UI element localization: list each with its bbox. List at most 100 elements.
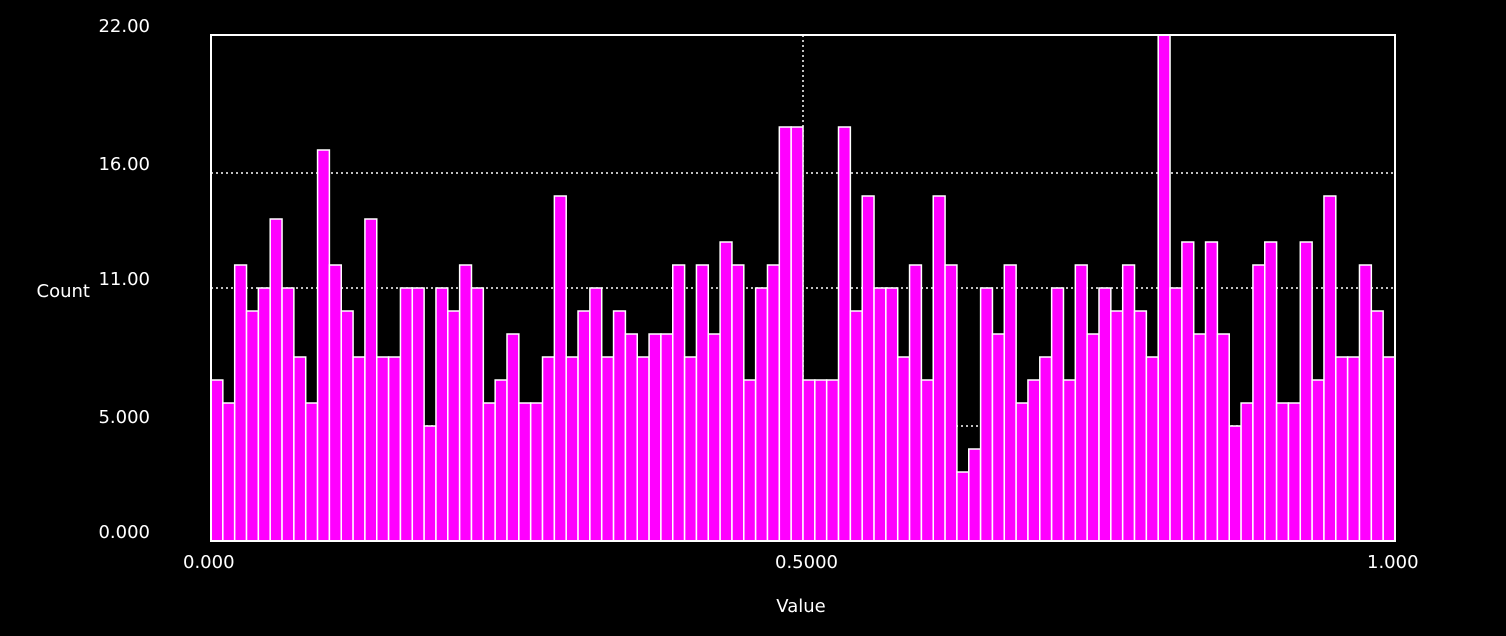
histogram-bar bbox=[447, 310, 461, 542]
histogram-bar bbox=[956, 471, 970, 542]
histogram-bar bbox=[1121, 264, 1136, 542]
histogram-bar bbox=[1145, 356, 1159, 542]
histogram-bar bbox=[257, 287, 271, 542]
histogram-bar bbox=[1275, 402, 1290, 542]
histogram-bar bbox=[553, 195, 567, 542]
histogram-bar bbox=[932, 195, 946, 542]
histogram-bar bbox=[896, 356, 911, 542]
y-tick-label: 5.000 bbox=[98, 407, 150, 428]
histogram-bar bbox=[435, 287, 449, 542]
histogram-bar bbox=[1027, 379, 1041, 542]
histogram-bar bbox=[885, 287, 899, 542]
histogram-bar bbox=[1335, 356, 1349, 542]
histogram-bar bbox=[1050, 287, 1065, 542]
histogram-bar bbox=[1252, 264, 1266, 542]
histogram-bar bbox=[754, 287, 769, 542]
x-tick-label: 0.000 bbox=[183, 552, 235, 573]
histogram-bar bbox=[660, 333, 674, 542]
histogram-bar bbox=[1216, 333, 1230, 542]
histogram-bar bbox=[1204, 241, 1219, 542]
histogram-bar bbox=[458, 264, 473, 542]
histogram-bar bbox=[731, 264, 745, 542]
histogram-bar bbox=[849, 310, 863, 542]
histogram-bar bbox=[1240, 402, 1254, 542]
histogram-bar bbox=[707, 333, 721, 542]
histogram-bar bbox=[920, 379, 934, 542]
y-tick-label: 0.000 bbox=[98, 522, 150, 543]
histogram-bar bbox=[1192, 333, 1207, 542]
histogram-bar bbox=[1346, 356, 1361, 542]
histogram-bar bbox=[210, 379, 224, 542]
histogram-bar bbox=[1133, 310, 1148, 542]
histogram-bar bbox=[944, 264, 958, 542]
histogram-bar bbox=[1098, 287, 1112, 542]
histogram-bar bbox=[589, 287, 603, 542]
histogram-bar bbox=[482, 402, 496, 542]
y-tick-label: 16.00 bbox=[98, 154, 150, 175]
plot-frame bbox=[210, 34, 1396, 542]
histogram-bar bbox=[802, 379, 816, 542]
histogram-bar bbox=[1003, 264, 1017, 542]
histogram-bar bbox=[1287, 402, 1302, 542]
histogram-bar bbox=[695, 264, 710, 542]
histogram-bar bbox=[743, 379, 757, 542]
histogram-bar bbox=[1181, 241, 1195, 542]
y-axis-label: Count bbox=[37, 281, 90, 302]
histogram-bar bbox=[577, 310, 591, 542]
histogram-bar bbox=[1311, 379, 1325, 542]
histogram-bar bbox=[766, 264, 781, 542]
histogram-bar bbox=[1039, 356, 1053, 542]
histogram-bar bbox=[1228, 425, 1242, 542]
histogram-bar bbox=[506, 333, 520, 542]
histogram-bar bbox=[612, 310, 627, 542]
histogram-bar bbox=[1358, 264, 1373, 542]
histogram-bar bbox=[399, 287, 414, 542]
histogram-bar bbox=[1157, 34, 1171, 542]
histogram-bar bbox=[328, 264, 342, 542]
histogram-bar bbox=[494, 379, 508, 542]
histogram-bar bbox=[269, 218, 283, 542]
histogram-bar bbox=[1264, 241, 1278, 542]
histogram-bar bbox=[672, 264, 686, 542]
y-axis-ticks: 0.000 5.000 11.00 16.00 22.00 bbox=[98, 16, 150, 543]
histogram-bar bbox=[1086, 333, 1100, 542]
x-axis-ticks: 0.000 0.5000 1.000 bbox=[183, 552, 1419, 573]
histogram-bar bbox=[624, 333, 638, 542]
histogram-bar bbox=[861, 195, 875, 542]
histogram-bar bbox=[565, 356, 579, 542]
histogram-bar bbox=[352, 356, 366, 542]
x-tick-label: 0.5000 bbox=[775, 552, 838, 573]
histogram-bar bbox=[1110, 310, 1124, 542]
histogram-bar bbox=[518, 402, 532, 542]
histogram-bar bbox=[719, 241, 733, 542]
histogram-bar bbox=[648, 333, 662, 542]
histogram-bar bbox=[1323, 195, 1337, 542]
histogram-bar bbox=[1299, 241, 1313, 542]
histogram-bar bbox=[411, 287, 425, 542]
histogram-bar bbox=[281, 287, 295, 542]
y-tick-label: 11.00 bbox=[98, 269, 150, 290]
histogram-bar bbox=[636, 356, 650, 542]
histogram-bar bbox=[814, 379, 828, 542]
histogram-bar bbox=[825, 379, 840, 542]
histogram-bar bbox=[837, 126, 852, 542]
histogram-bar bbox=[233, 264, 248, 542]
histogram-bar bbox=[1169, 287, 1183, 542]
histogram-bar bbox=[790, 126, 804, 542]
histogram-bar bbox=[600, 356, 615, 542]
histogram-bar bbox=[778, 126, 792, 542]
histogram-bar bbox=[529, 402, 544, 542]
histogram-bar bbox=[1382, 356, 1396, 542]
y-tick-label: 22.00 bbox=[98, 16, 150, 37]
histogram-bar bbox=[541, 356, 556, 542]
histogram-bar bbox=[968, 448, 982, 542]
histogram-bar bbox=[304, 402, 319, 542]
histogram-bar bbox=[1074, 264, 1088, 542]
histogram-bar bbox=[1062, 379, 1077, 542]
histogram-bar bbox=[293, 356, 307, 542]
histogram-bar bbox=[316, 149, 331, 542]
histogram-bar bbox=[873, 287, 887, 542]
x-axis-label: Value bbox=[776, 596, 825, 617]
histogram-bar bbox=[908, 264, 923, 542]
